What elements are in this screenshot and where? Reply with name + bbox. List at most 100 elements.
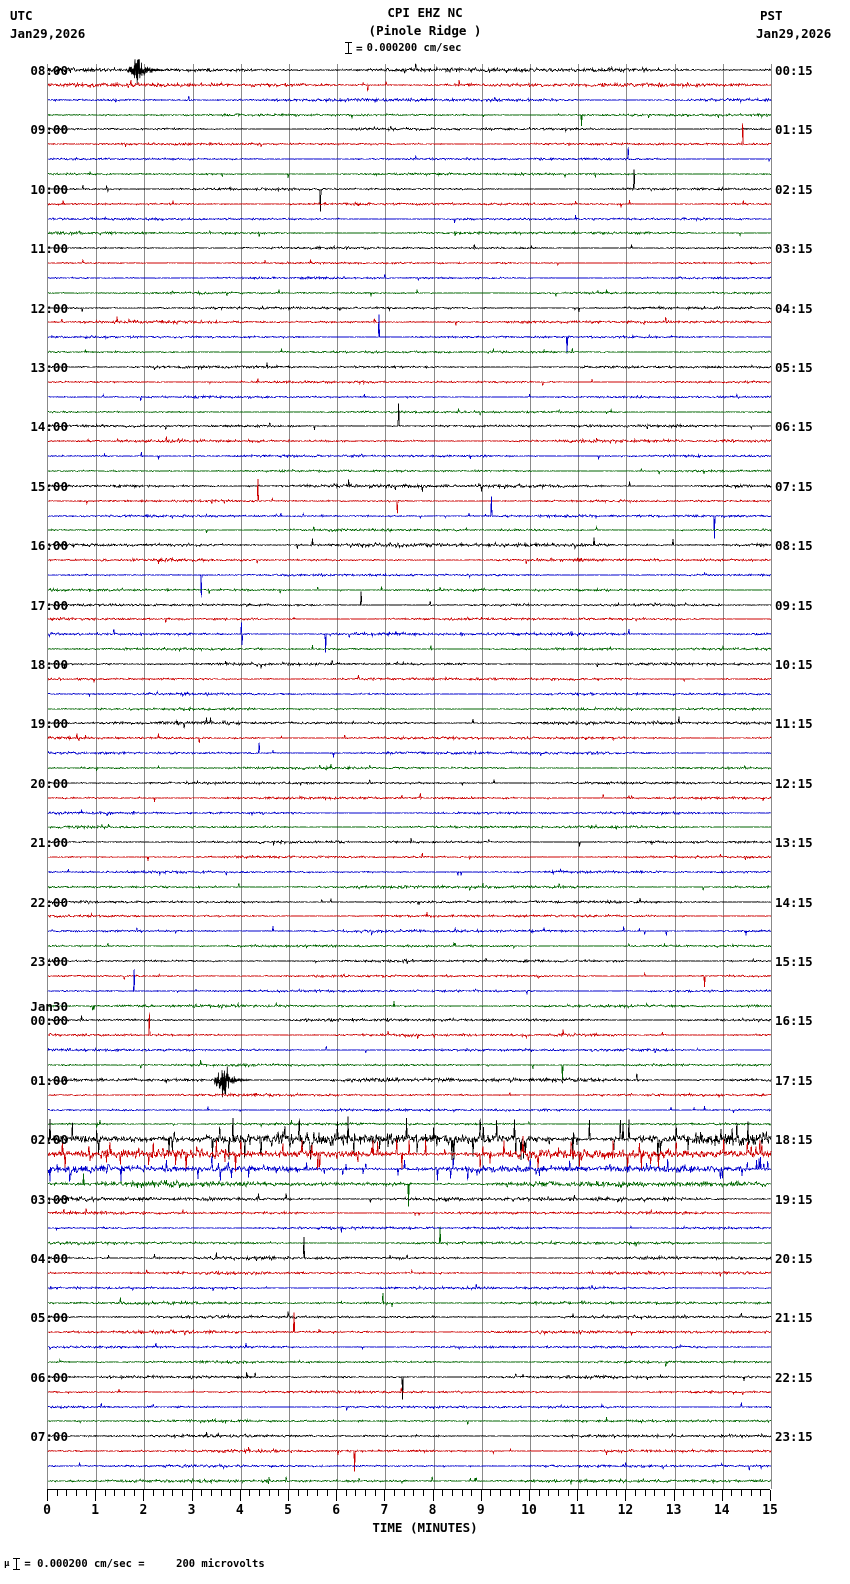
minor-tick [85,1490,87,1496]
x-tick-label-1: 1 [91,1503,100,1518]
major-tick-15 [770,1490,771,1501]
station-subtitle: (Pinole Ridge ) [368,23,482,38]
trace-row-73 [47,1136,772,1172]
trace-row-69 [47,1091,772,1098]
pst-time-label-1215: 12:15 [775,775,813,791]
minor-tick [162,1490,164,1496]
trace-row-18 [47,314,772,354]
minor-tick [201,1490,203,1496]
trace-row-90 [47,1402,772,1411]
pst-time-label-1615: 16:15 [775,1013,813,1029]
minor-tick [104,1490,106,1496]
utc-time-label-0300: 03:00 [30,1191,68,1207]
trace-row-27 [47,467,772,475]
pst-time-label-1915: 19:15 [775,1191,813,1207]
trace-row-19 [47,347,772,355]
minor-tick [172,1490,174,1496]
utc-date-label: Jan29,2026 [10,26,86,41]
minor-tick [538,1490,540,1496]
pst-time-label-0515: 05:15 [775,360,813,375]
minor-tick [683,1490,685,1496]
minor-tick [451,1490,453,1496]
pst-time-label-1715: 17:15 [775,1072,813,1088]
minor-tick [760,1490,762,1496]
minor-tick [548,1490,550,1496]
utc-time-label-0400: 04:00 [30,1251,68,1266]
pst-time-label-1315: 13:15 [775,835,813,851]
trace-row-17 [47,317,772,326]
trace-row-54 [47,867,772,876]
trace-row-20 [47,362,772,371]
trace-row-0 [47,59,772,84]
trace-row-1 [47,79,772,92]
minor-tick [644,1490,646,1496]
major-tick-0 [47,1490,48,1501]
minor-tick [75,1490,77,1496]
minor-tick [230,1490,232,1496]
footer-scale-legend: μ = 0.000200 cm/sec = 200 microvolts [4,1558,265,1570]
trace-row-52 [47,838,772,847]
minor-tick [124,1490,126,1496]
utc-time-label-0100: 01:00 [30,1072,68,1088]
major-tick-12 [625,1490,627,1501]
x-tick-label-14: 14 [713,1503,730,1518]
utc-time-label-0600: 06:00 [30,1369,68,1385]
x-tick-label-2: 2 [139,1503,148,1518]
minor-tick [278,1490,280,1496]
utc-time-label-1800: 18:00 [30,657,68,672]
x-tick-label-9: 9 [476,1503,485,1518]
x-tick-label-11: 11 [569,1503,586,1518]
pst-time-label-1015: 10:15 [775,657,813,672]
pst-time-label-0815: 08:15 [775,538,813,554]
utc-time-label-0800: 08:00 [30,63,68,78]
trace-row-89 [47,1387,772,1395]
trace-row-39 [47,644,772,653]
trace-row-79 [47,1227,772,1247]
trace-row-84 [47,1312,772,1321]
pst-time-label-0615: 06:15 [775,419,813,435]
minor-tick [181,1490,183,1496]
trace-row-63 [47,1000,772,1011]
utc-time-label-0500: 05:00 [30,1310,68,1326]
page-title: CPI EHZ NC [387,5,463,20]
trace-row-25 [47,436,772,445]
utc-time-label-1200: 12:00 [30,300,68,316]
trace-row-10 [47,214,772,223]
minor-tick [519,1490,521,1496]
minor-tick [249,1490,251,1496]
x-tick-label-5: 5 [284,1503,292,1518]
trace-row-65 [47,1012,772,1040]
major-tick-3 [191,1490,193,1501]
trace-row-48 [47,779,772,786]
x-tick-label-4: 4 [235,1503,244,1518]
scale-legend: = 0.000200 cm/sec [345,41,461,55]
major-tick-2 [143,1490,145,1501]
trace-row-77 [47,1208,772,1217]
x-tick-label-12: 12 [617,1503,634,1518]
trace-row-68 [47,1066,772,1098]
x-axis-title: TIME (MINUTES) [372,1520,478,1535]
seismogram-plot[interactable] [47,59,772,1489]
utc-time-label-1100: 11:00 [30,241,68,257]
trace-row-5 [47,123,772,148]
trace-row-28 [47,479,772,492]
minor-tick [692,1490,694,1496]
trace-row-7 [47,171,772,178]
trace-row-36 [47,591,772,607]
trace-row-75 [47,1173,772,1207]
trace-row-32 [47,537,772,550]
trace-row-42 [47,690,772,698]
pst-time-label-0215: 02:15 [775,181,813,197]
trace-row-92 [47,1432,772,1440]
x-tick-label-13: 13 [665,1503,682,1518]
trace-row-94 [47,1462,772,1471]
trace-row-6 [47,147,772,163]
trace-row-51 [47,823,772,831]
trace-row-22 [47,392,772,401]
minor-tick [345,1490,347,1496]
minor-tick [461,1490,463,1496]
minor-tick [586,1490,588,1496]
trace-row-64 [47,1015,772,1024]
minor-tick [394,1490,396,1496]
utc-time-label-1600: 16:00 [30,538,68,554]
